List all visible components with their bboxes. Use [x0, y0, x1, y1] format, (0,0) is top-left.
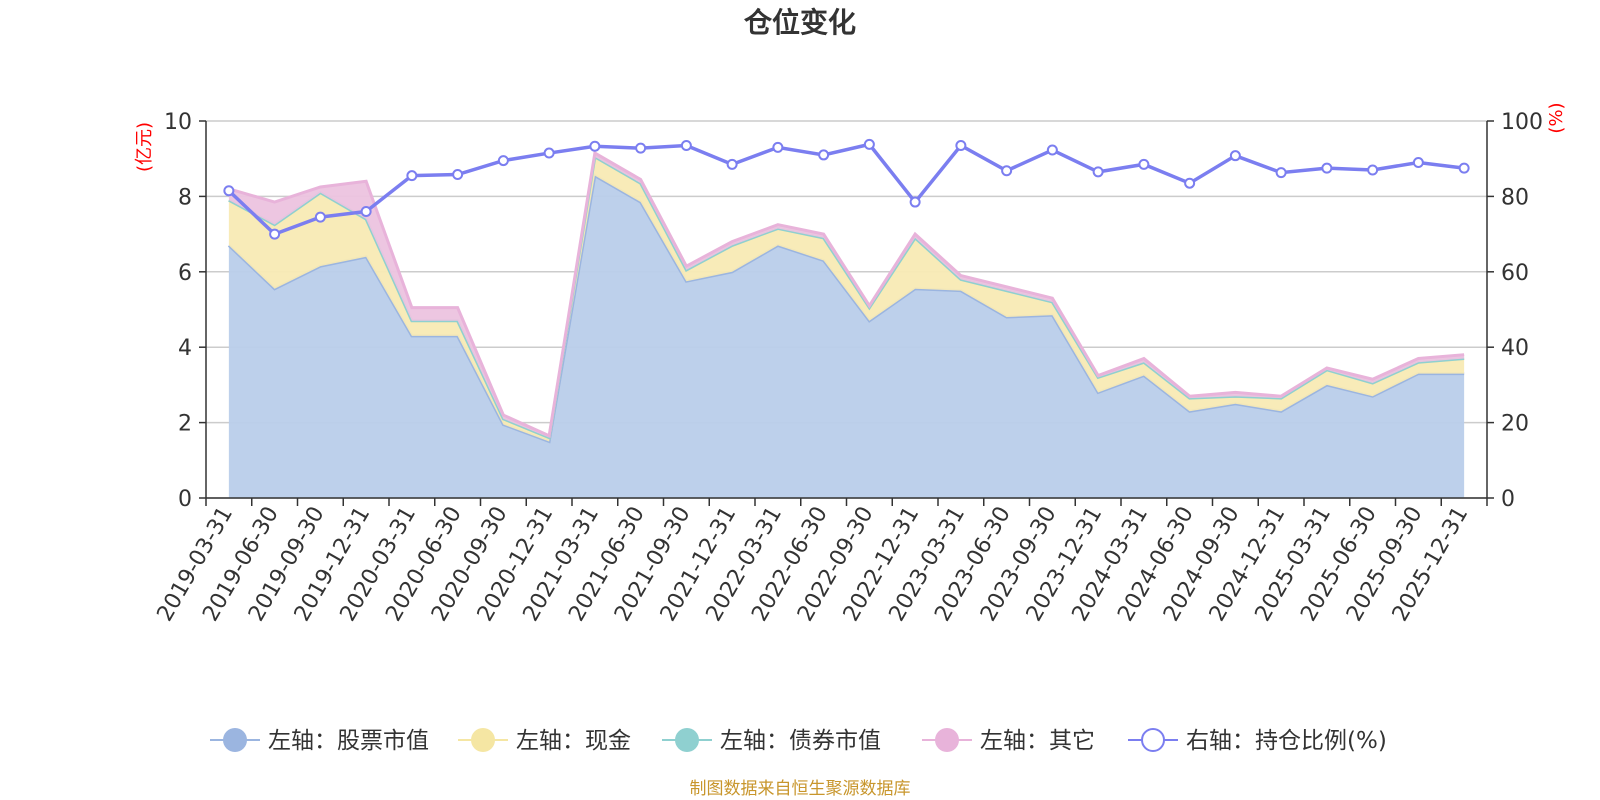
- left-tick-label: 2: [178, 412, 192, 437]
- ratio-line-series: [223, 138, 1470, 240]
- left-tick-label: 8: [178, 185, 192, 210]
- legend-label: 右轴：持仓比例(%): [1186, 728, 1387, 754]
- ratio-point: [1138, 158, 1150, 170]
- left-tick-label: 10: [164, 110, 192, 135]
- legend-swatch-marker: [223, 728, 247, 752]
- ratio-point: [772, 141, 784, 153]
- ratio-point: [269, 228, 281, 240]
- ratio-point: [1367, 164, 1379, 176]
- right-axis-unit: (%): [1546, 102, 1567, 133]
- legend-swatch-marker: [675, 728, 699, 752]
- ratio-point: [1184, 177, 1196, 189]
- legend-swatch-marker: [471, 728, 495, 752]
- right-tick-label: 60: [1501, 261, 1529, 286]
- ratio-point: [497, 155, 509, 167]
- left-tick-label: 6: [178, 261, 192, 286]
- legend-label: 左轴：其它: [980, 728, 1095, 754]
- ratio-point: [863, 138, 875, 150]
- ratio-point: [1092, 166, 1104, 178]
- legend-swatch-marker: [935, 728, 959, 752]
- ratio-point: [818, 149, 830, 161]
- right-tick-label: 0: [1501, 487, 1515, 512]
- ratio-point: [1412, 156, 1424, 168]
- ratio-point: [1275, 167, 1287, 179]
- legend-item: 左轴：债券市值: [662, 728, 881, 754]
- ratio-point: [589, 140, 601, 152]
- legend-swatch-marker: [1141, 728, 1165, 752]
- left-tick-label: 0: [178, 487, 192, 512]
- legend-item: 左轴：现金: [458, 728, 631, 754]
- legend: 左轴：股票市值 左轴：现金 左轴：债券市值 左轴：其它 右轴：持仓比例(%): [210, 728, 1387, 754]
- ratio-point: [1458, 162, 1470, 174]
- ratio-point: [1001, 165, 1013, 177]
- legend-item: 右轴：持仓比例(%): [1128, 728, 1387, 754]
- ratio-point: [1229, 150, 1241, 162]
- legend-item: 左轴：其它: [922, 728, 1095, 754]
- ratio-point: [223, 185, 235, 197]
- ratio-line: [227, 142, 1465, 237]
- left-tick-label: 4: [178, 336, 192, 361]
- area-edge-左轴：其它: [228, 150, 1465, 438]
- ratio-point: [406, 170, 418, 182]
- ratio-point: [909, 196, 921, 208]
- ratio-point: [955, 140, 967, 152]
- area-左轴：股票市值: [228, 175, 1465, 499]
- ratio-point: [680, 140, 692, 152]
- legend-label: 左轴：现金: [516, 728, 631, 754]
- area-series: [227, 150, 1465, 499]
- legend-label: 左轴：股票市值: [268, 728, 429, 754]
- right-tick-label: 80: [1501, 185, 1529, 210]
- right-tick-label: 100: [1501, 110, 1543, 135]
- chart-title: 仓位变化: [744, 6, 856, 39]
- ratio-point: [314, 211, 326, 223]
- legend-label: 左轴：债券市值: [720, 728, 881, 754]
- right-tick-label: 40: [1501, 336, 1529, 361]
- ratio-point: [1321, 162, 1333, 174]
- left-axis-unit: (亿元): [134, 122, 155, 172]
- ratio-point: [1046, 144, 1058, 156]
- ratio-point: [726, 158, 738, 170]
- right-tick-label: 20: [1501, 412, 1529, 437]
- ratio-point: [635, 142, 647, 154]
- legend-item: 左轴：股票市值: [210, 728, 429, 754]
- ratio-point: [543, 147, 555, 159]
- ratio-point: [360, 205, 372, 217]
- data-source-note: 制图数据来自恒生聚源数据库: [690, 779, 911, 799]
- ratio-point: [452, 169, 464, 181]
